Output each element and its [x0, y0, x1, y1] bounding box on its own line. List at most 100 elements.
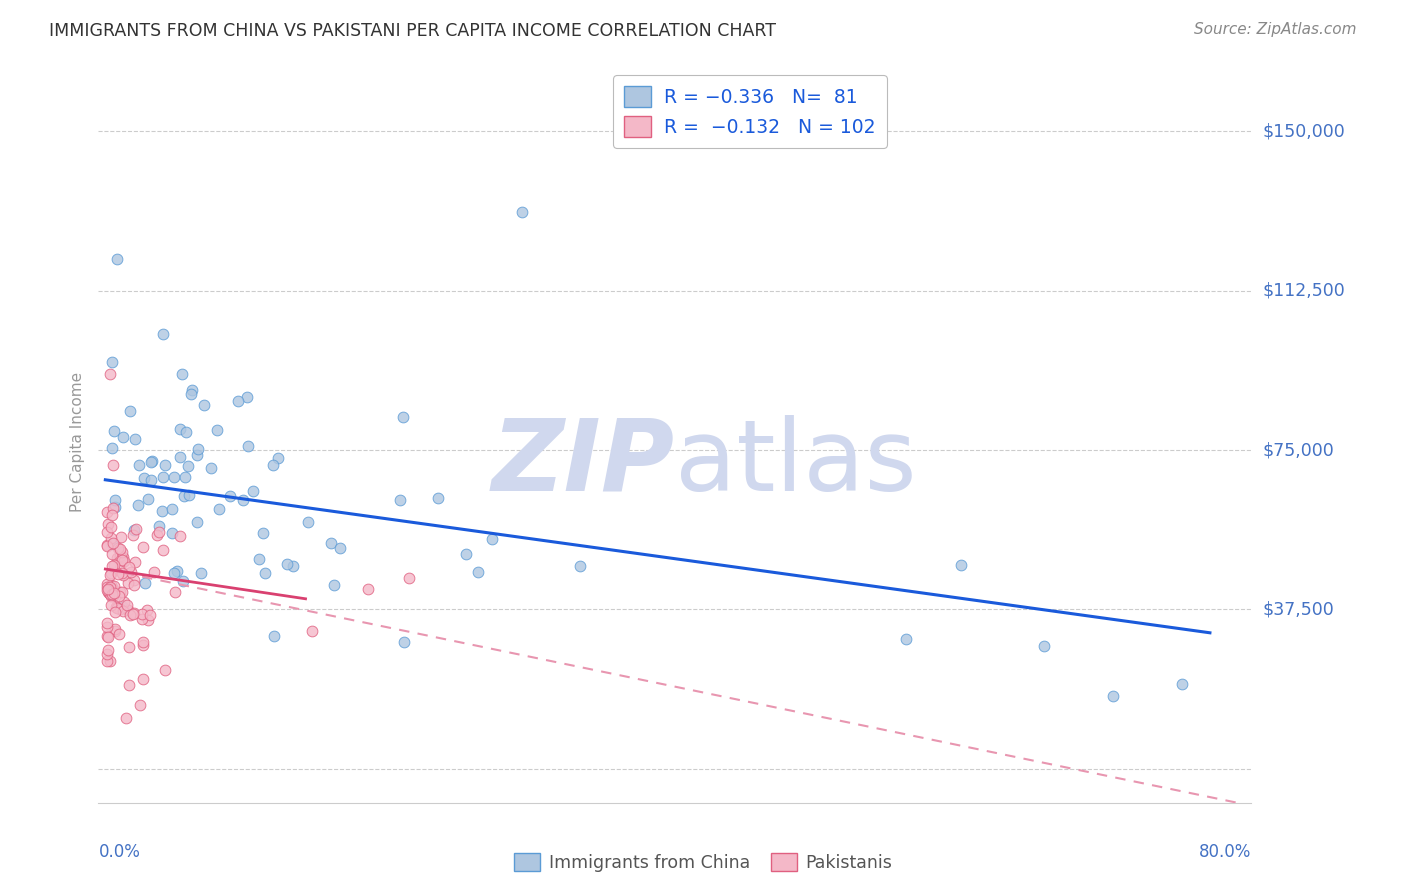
Point	[101, 536, 124, 550]
Point	[127, 498, 149, 512]
Point	[96, 576, 118, 591]
Point	[174, 425, 197, 439]
Point	[186, 448, 208, 462]
Point	[98, 568, 121, 582]
Point	[117, 678, 139, 692]
Point	[96, 580, 118, 594]
Point	[120, 608, 142, 623]
Point	[177, 458, 200, 473]
Point	[134, 576, 156, 591]
Point	[110, 585, 132, 599]
Point	[110, 561, 132, 575]
Point	[125, 522, 148, 536]
Point	[179, 488, 201, 502]
Point	[101, 589, 124, 603]
Text: ZIP: ZIP	[492, 415, 675, 512]
Point	[454, 547, 477, 561]
Text: $112,500: $112,500	[1263, 282, 1346, 300]
Point	[96, 524, 118, 539]
Point	[208, 502, 231, 516]
Point	[124, 555, 146, 569]
Point	[254, 566, 277, 581]
Point	[263, 629, 285, 643]
Point	[190, 566, 212, 581]
Point	[173, 469, 195, 483]
Point	[100, 566, 122, 581]
Point	[128, 458, 150, 472]
Point	[103, 558, 125, 573]
Point	[103, 586, 125, 600]
Point	[165, 584, 187, 599]
Point	[96, 615, 118, 630]
Text: $150,000: $150,000	[1263, 122, 1346, 140]
Point	[97, 517, 120, 532]
Point	[568, 558, 591, 573]
Point	[104, 493, 127, 508]
Point	[104, 622, 127, 636]
Point	[136, 613, 159, 627]
Point	[100, 520, 122, 534]
Point	[112, 595, 135, 609]
Point	[101, 558, 124, 573]
Point	[160, 526, 183, 541]
Point	[141, 454, 163, 468]
Point	[129, 698, 152, 712]
Point	[104, 500, 127, 515]
Point	[170, 367, 193, 381]
Point	[122, 528, 145, 542]
Point	[148, 519, 170, 533]
Point	[101, 536, 124, 550]
Point	[205, 423, 228, 437]
Point	[155, 664, 177, 678]
Point	[232, 492, 254, 507]
Point	[96, 619, 118, 633]
Point	[122, 607, 145, 621]
Point	[122, 523, 145, 537]
Point	[112, 568, 135, 582]
Point	[103, 424, 125, 438]
Point	[180, 387, 202, 401]
Point	[124, 574, 146, 588]
Point	[152, 543, 174, 558]
Point	[228, 394, 250, 409]
Text: $37,500: $37,500	[1263, 600, 1334, 618]
Text: 0.0%: 0.0%	[98, 843, 141, 861]
Point	[101, 508, 124, 522]
Point	[100, 589, 122, 603]
Legend: R = −0.336   N=  81, R =  −0.132   N = 102: R = −0.336 N= 81, R = −0.132 N = 102	[613, 75, 887, 148]
Text: atlas: atlas	[675, 415, 917, 512]
Point	[97, 630, 120, 644]
Point	[103, 582, 125, 596]
Point	[115, 711, 138, 725]
Point	[1102, 689, 1125, 703]
Point	[135, 603, 157, 617]
Point	[267, 450, 290, 465]
Point	[101, 458, 124, 472]
Point	[111, 545, 134, 559]
Point	[426, 491, 449, 505]
Point	[950, 558, 973, 572]
Point	[388, 493, 411, 508]
Point	[104, 605, 127, 619]
Point	[110, 530, 132, 544]
Point	[100, 531, 122, 545]
Point	[235, 390, 257, 404]
Point	[110, 549, 132, 563]
Point	[96, 540, 118, 554]
Point	[392, 410, 415, 425]
Point	[117, 602, 139, 616]
Point	[96, 629, 118, 643]
Point	[510, 205, 533, 219]
Point	[131, 612, 153, 626]
Point	[97, 643, 120, 657]
Point	[1033, 639, 1056, 653]
Point	[138, 607, 160, 622]
Point	[236, 439, 259, 453]
Point	[152, 327, 174, 342]
Point	[100, 598, 122, 612]
Point	[186, 515, 208, 529]
Point	[101, 501, 124, 516]
Point	[200, 460, 222, 475]
Point	[114, 553, 136, 567]
Point	[173, 489, 195, 503]
